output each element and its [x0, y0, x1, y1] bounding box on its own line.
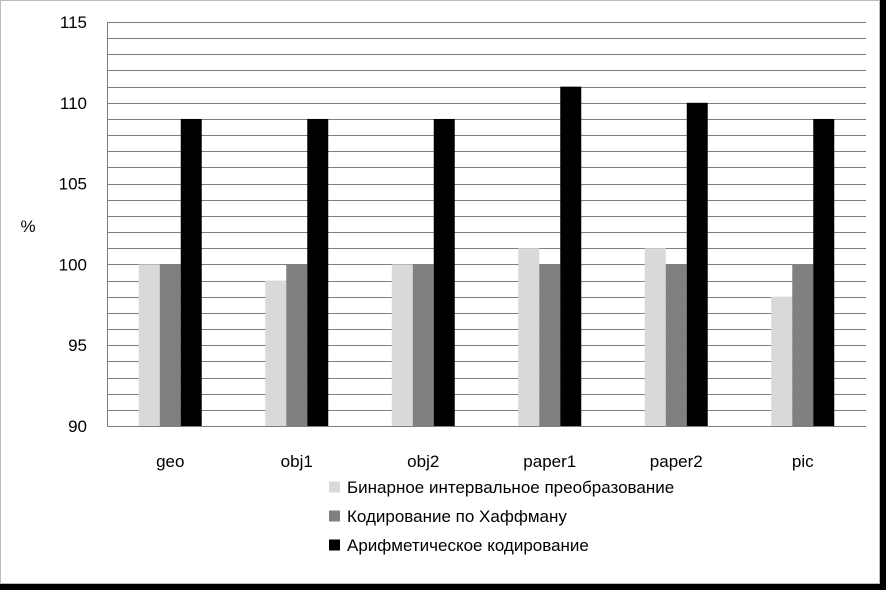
legend-swatch — [329, 481, 340, 493]
legend: Бинарное интервальное преобразование Коди… — [329, 478, 674, 555]
bar — [686, 102, 708, 427]
legend-label: Арифметическое кодирование — [347, 536, 589, 555]
x-tick-label: geo — [156, 452, 184, 471]
bar — [412, 264, 434, 426]
bar — [391, 264, 413, 426]
legend-swatch — [329, 510, 340, 522]
x-tick-label: obj1 — [281, 452, 313, 471]
bar — [560, 86, 582, 426]
bar — [665, 264, 687, 426]
bar — [307, 118, 329, 427]
bar — [265, 280, 287, 426]
y-tick-label: 105 — [59, 175, 87, 194]
bar — [792, 264, 814, 426]
axes — [107, 22, 866, 427]
bars — [138, 86, 835, 427]
bar — [813, 118, 835, 427]
bar — [771, 296, 793, 426]
x-tick-labels: geo obj1 obj2 paper1 paper2 pic — [156, 452, 814, 471]
bar — [286, 264, 308, 426]
y-tick-label: 100 — [59, 255, 87, 274]
y-tick-label: 95 — [68, 336, 87, 355]
bar — [539, 264, 561, 426]
y-tick-label: 115 — [60, 13, 87, 32]
bar — [159, 264, 181, 426]
x-tick-label: paper1 — [523, 452, 576, 471]
y-tick-label: 110 — [60, 94, 87, 113]
x-tick-label: obj2 — [407, 452, 439, 471]
bar — [518, 248, 540, 426]
bar — [644, 248, 666, 426]
y-tick-label: 90 — [68, 417, 87, 436]
x-tick-label: paper2 — [650, 452, 703, 471]
grid-lines — [107, 22, 866, 427]
bar — [138, 264, 160, 426]
legend-label: Кодирование по Хаффману — [347, 507, 567, 526]
legend-label: Бинарное интервальное преобразование — [347, 478, 674, 497]
legend-swatch — [329, 539, 340, 551]
bar — [433, 118, 455, 427]
y-axis-label: % — [20, 217, 35, 236]
bar — [180, 118, 202, 427]
y-tick-labels: 90 95 100 105 110 115 — [59, 13, 87, 436]
x-tick-label: pic — [792, 452, 814, 471]
